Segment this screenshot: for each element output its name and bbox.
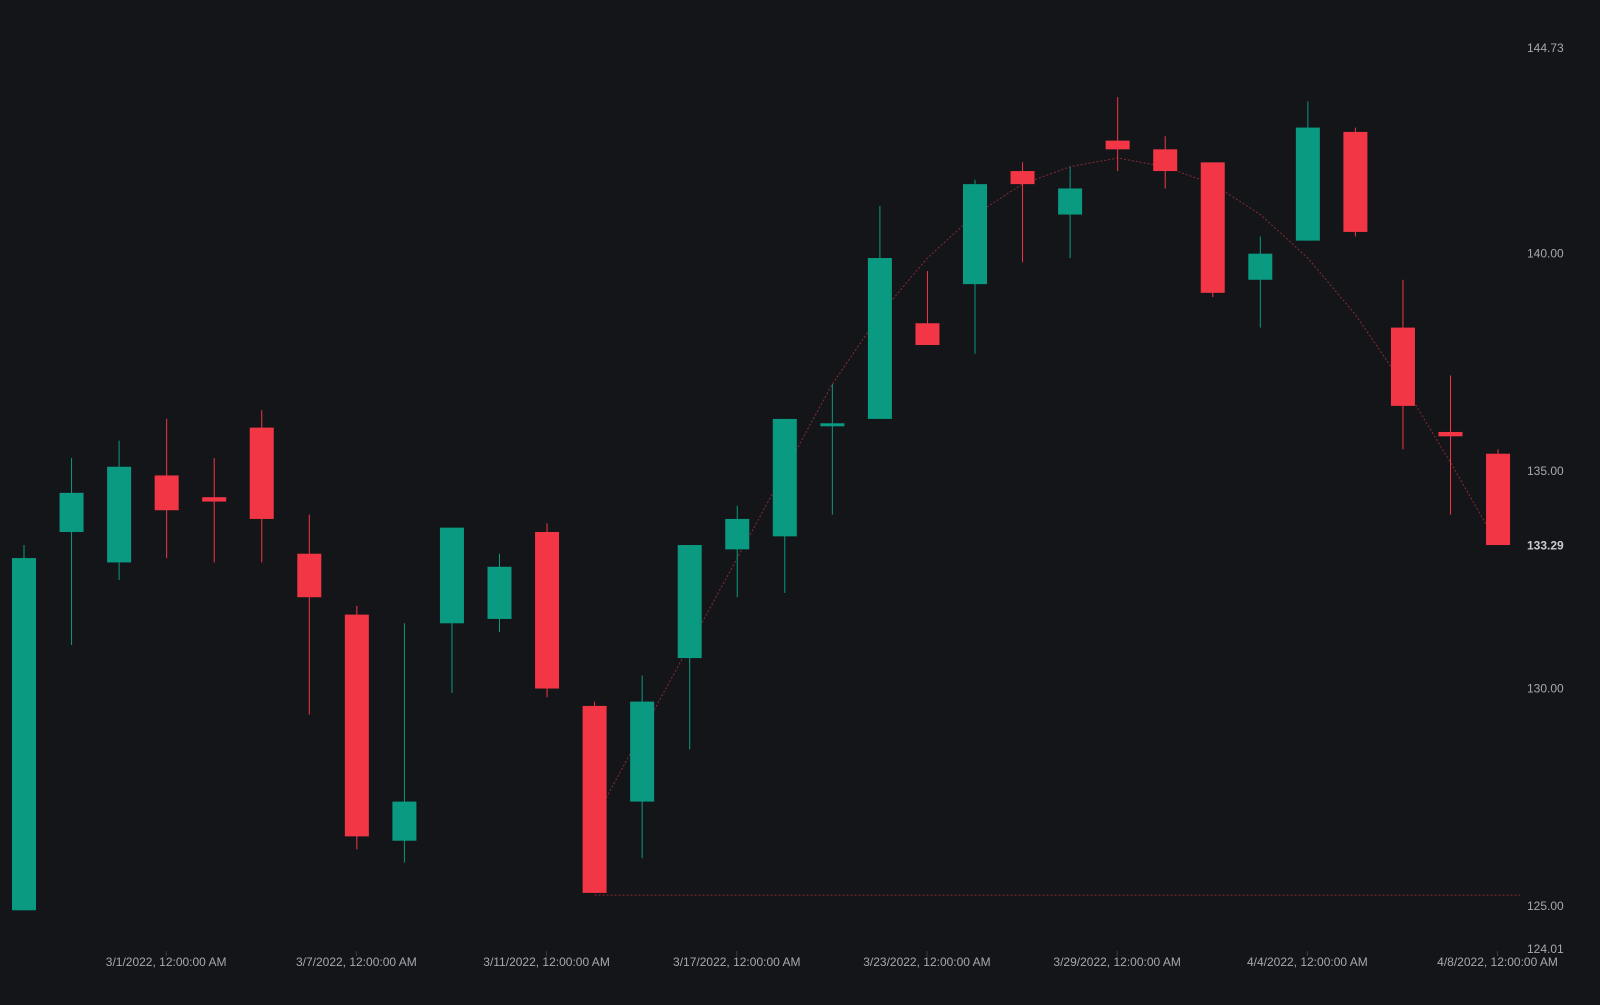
candle-body [344,614,369,837]
candle-body [915,323,940,345]
candle-body [1105,140,1130,150]
candle [772,418,797,593]
candle-body [725,518,750,550]
price-tick-label: 130.00 [1527,682,1564,696]
candle [1153,136,1178,189]
candle [107,440,132,580]
candle-body [1058,188,1083,215]
candle [12,545,36,911]
candle-body [1010,171,1035,185]
candle [1390,279,1415,450]
candle [154,418,179,559]
candle [1105,97,1130,172]
candle-body [535,531,560,689]
time-tick-label: 3/1/2022, 12:00:00 AM [106,955,227,969]
candle-body [1200,162,1225,293]
candle-body [154,475,179,511]
candle [1438,375,1463,515]
candle-body [1343,131,1368,232]
candle [487,553,512,632]
candle-body [630,701,655,802]
candle [867,205,892,419]
candle-body [1438,431,1463,437]
candle [439,527,464,693]
candle-body [677,545,702,659]
candle-body [1248,253,1273,280]
candle-body [820,423,845,427]
candle-body [772,418,797,537]
candle-body [1295,127,1320,241]
candle [1248,236,1273,328]
price-axis: 144.73 140.00 135.00 133.29 130.00 125.00 124.… [1527,41,1564,956]
time-axis: 3/1/2022, 12:00:00 AM 3/7/2022, 12:00:00 … [106,951,1558,969]
price-tick-label: 144.73 [1527,41,1564,55]
candle-body [487,566,512,619]
candle [59,458,84,646]
candle-body [12,558,36,911]
candle-body [582,705,607,893]
candle [392,623,417,863]
time-tick-label: 4/4/2022, 12:00:00 AM [1247,955,1368,969]
candle [1200,162,1225,298]
time-tick-label: 3/29/2022, 12:00:00 AM [1053,955,1180,969]
candle-body [392,801,417,841]
candle-body [202,497,227,502]
candle [1486,449,1511,546]
candle [725,505,750,598]
candle [963,179,987,354]
candle-body [1390,327,1415,406]
price-tick-label: 125.00 [1527,899,1564,913]
time-tick-label: 3/7/2022, 12:00:00 AM [296,955,417,969]
candle [1058,166,1083,259]
price-tick-label: 135.00 [1527,464,1564,478]
price-tick-label: 124.01 [1527,942,1564,956]
candle [1343,127,1368,237]
candle [202,458,227,563]
time-tick-label: 4/8/2022, 12:00:00 AM [1437,955,1558,969]
candle [820,384,845,515]
candle-body [297,553,322,598]
candle-body [963,184,987,285]
time-tick-label: 3/17/2022, 12:00:00 AM [673,955,800,969]
candle-body [867,258,892,419]
candle [344,605,369,850]
candle [630,675,655,859]
time-tick-label: 3/23/2022, 12:00:00 AM [863,955,990,969]
candle [535,523,560,698]
candle [915,271,940,345]
candles [12,97,1511,911]
last-price-label: 133.29 [1527,538,1564,552]
candle [1010,162,1035,263]
candle-body [59,492,84,532]
candle [297,514,322,715]
candle-body [439,527,464,624]
candle-body [107,466,132,563]
candle-body [1486,453,1511,546]
candle-body [1153,149,1178,172]
time-tick-label: 3/11/2022, 12:00:00 AM [483,955,610,969]
candle [677,545,702,750]
candle [582,701,607,893]
price-tick-label: 140.00 [1527,247,1564,261]
candle [249,410,274,563]
candle-body [249,427,274,519]
candle [1295,101,1320,241]
